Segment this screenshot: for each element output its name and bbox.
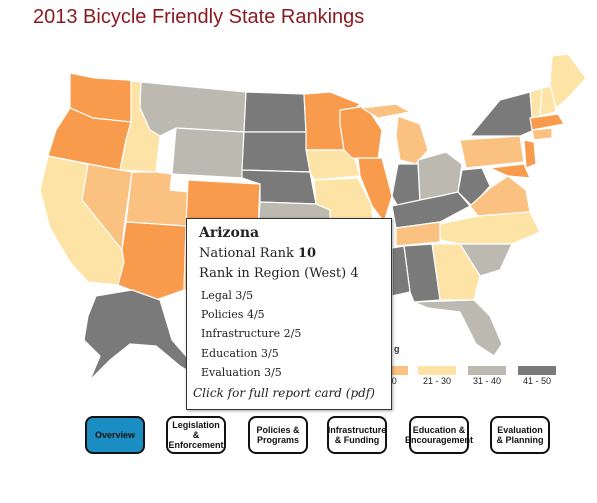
page-title: 2013 Bicycle Friendly State Rankings [33,6,365,28]
state-utah[interactable] [125,171,189,227]
state-connecticut[interactable] [531,127,553,141]
state-alaska[interactable] [83,289,201,381]
legend: - 20 21 - 30 31 - 40 41 - 50 [370,366,560,388]
popup-score-evaluation: Evaluation 3/5 [201,366,282,379]
state-tennessee[interactable] [395,221,441,247]
popup-national-rank: National Rank 10 [199,246,316,261]
national-rank-value: 10 [297,246,317,261]
tab-education-encouragement[interactable]: Education & Encouragement [405,416,473,454]
state-montana[interactable] [139,81,247,137]
tab-overview[interactable]: Overview [85,416,145,454]
state-michigan[interactable] [395,115,429,165]
state-massachusetts[interactable] [529,113,565,131]
tab-label: Encouragement [405,435,474,445]
legend-caption: g [394,344,400,354]
legend-entry: 41 - 50 [518,366,556,388]
legend-entry: 31 - 40 [468,366,506,388]
state-maine[interactable] [549,53,587,109]
legend-swatch [418,366,456,375]
state-florida[interactable] [413,299,503,357]
legend-entry: 21 - 30 [418,366,456,388]
national-rank-label: National Rank [199,246,294,261]
state-new-york[interactable] [469,91,535,137]
state-north-dakota[interactable] [243,91,307,133]
tab-label: Infrastructure [327,425,387,435]
legend-label: 31 - 40 [472,376,502,386]
report-card-link[interactable]: Click for full report card (pdf) [193,386,375,400]
state-info-popup[interactable]: Arizona National Rank 10 Rank in Region … [186,218,392,410]
state-wyoming[interactable] [171,127,245,179]
legend-swatch [468,366,506,375]
state-maryland[interactable] [489,163,531,179]
tab-label: Evaluation [497,425,543,435]
tab-legislation-enforcement[interactable]: Legislation & Enforcement [166,416,226,454]
state-pennsylvania[interactable] [459,135,525,169]
popup-score-education: Education 3/5 [201,347,279,360]
state-new-jersey[interactable] [523,139,537,169]
popup-score-policies: Policies 4/5 [201,308,265,321]
tab-label: Legislation & [172,420,220,440]
tab-policies-programs[interactable]: Policies & Programs [248,416,308,454]
tab-evaluation-planning[interactable]: Evaluation & Planning [490,416,550,454]
tab-infrastructure-funding[interactable]: Infrastructure & Funding [327,416,387,454]
state-south-dakota[interactable] [241,131,311,173]
tab-label: Enforcement [168,440,224,450]
tab-label: & Funding [334,435,380,445]
state-mississippi[interactable] [391,245,411,297]
legend-swatch [518,366,556,375]
popup-score-infrastructure: Infrastructure 2/5 [201,327,302,340]
popup-score-legal: Legal 3/5 [201,289,254,302]
legend-label: 41 - 50 [522,376,552,386]
popup-region-rank: Rank in Region (West) 4 [199,266,359,281]
state-michigan-upper[interactable] [361,103,411,119]
tab-label: Policies & [256,425,300,435]
tab-label: Programs [256,435,300,445]
legend-label: 21 - 30 [422,376,452,386]
state-north-carolina[interactable] [439,211,541,245]
state-arizona[interactable] [117,221,187,301]
tab-label: & Planning [496,435,544,445]
tab-label: Education & [412,425,466,435]
popup-state-name: Arizona [199,225,260,241]
tab-label: Overview [94,430,136,440]
